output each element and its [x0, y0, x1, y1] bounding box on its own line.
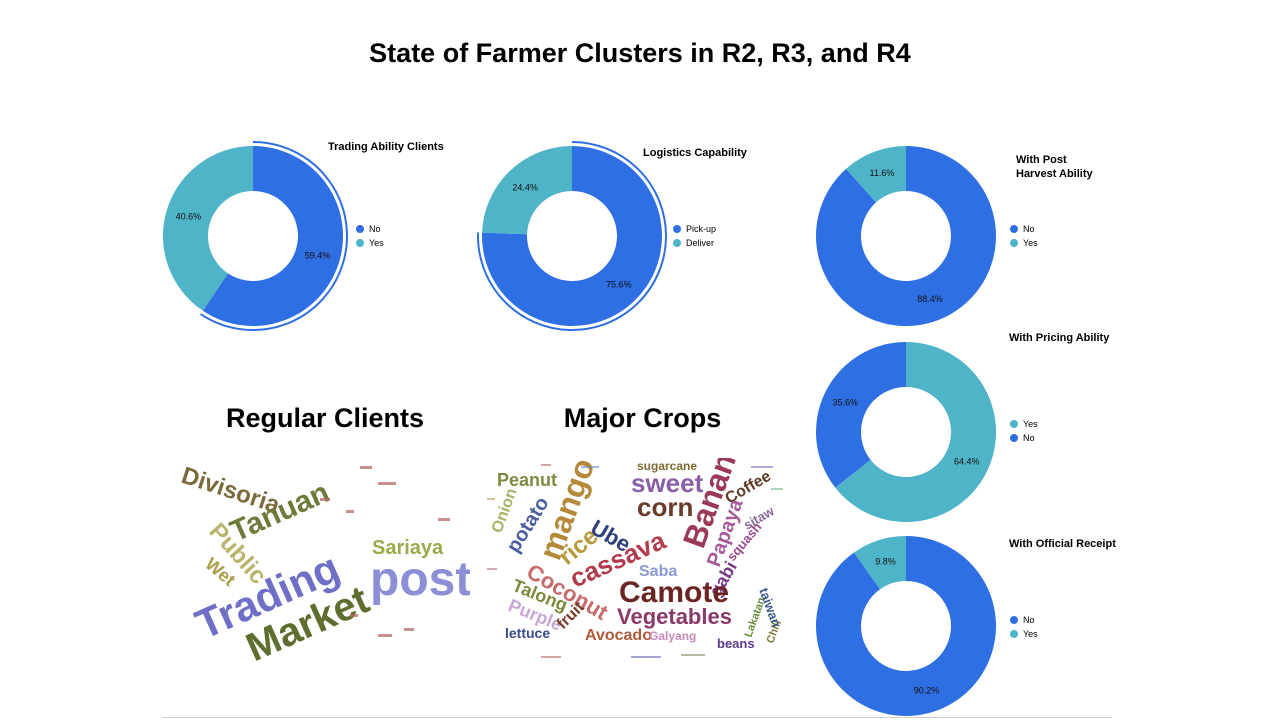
- slice-highlight-ring: [477, 141, 667, 331]
- legend-dot-blue: [673, 225, 681, 233]
- data-label: 9.8%: [875, 557, 896, 567]
- data-label: 24.4%: [512, 182, 538, 192]
- slice-deliver: [482, 146, 572, 235]
- word-saba: Saba: [639, 563, 677, 580]
- legend-label: Yes: [1023, 238, 1038, 248]
- legend-label: Deliver: [686, 238, 715, 248]
- legend-label: Yes: [1023, 629, 1038, 639]
- legend-label: Yes: [369, 238, 384, 248]
- legend-item-yes: Yes: [1010, 236, 1038, 250]
- slice-pick-up: [482, 146, 662, 326]
- word-galyang: Galyang: [649, 629, 696, 643]
- word-post: post: [370, 553, 470, 606]
- regular-clients-wordcloud: Divisoria Tanuan Public Sariaya Wet Trad…: [178, 462, 470, 670]
- donut-official-receipt: 90.2% 9.8%: [816, 536, 996, 716]
- legend-dot-blue: [1010, 434, 1018, 442]
- legend-post-harvest: No Yes: [1010, 222, 1038, 250]
- chart-title-trading-ability: Trading Ability Clients: [328, 141, 444, 153]
- word-peanut: Peanut: [497, 470, 557, 490]
- slice-yes: [163, 146, 253, 311]
- legend-item-yes: Yes: [1010, 627, 1038, 641]
- legend-label: Yes: [1023, 419, 1038, 429]
- legend-dot-teal: [1010, 420, 1018, 428]
- legend-label: No: [369, 224, 381, 234]
- page-title: State of Farmer Clusters in R2, R3, and …: [369, 38, 911, 68]
- slice-yes: [854, 536, 906, 590]
- major-crops-wordcloud: Peanut mango sweet corn Banana sugarcane…: [487, 458, 784, 658]
- legend-label: No: [1023, 615, 1035, 625]
- data-label: 35.6%: [833, 397, 859, 407]
- donut-pricing: 64.4% 35.6%: [816, 342, 996, 522]
- word-sweet: sweet: [631, 468, 704, 498]
- chart-title-official-receipt: With Official Receipt: [1009, 538, 1116, 550]
- slice-no: [816, 342, 906, 488]
- legend-item-yes: Yes: [356, 236, 384, 250]
- slice-yes: [835, 342, 996, 522]
- legend-dot-blue: [1010, 225, 1018, 233]
- legend-label: No: [1023, 433, 1035, 443]
- legend-dot-teal: [673, 239, 681, 247]
- word-vegetables: Vegetables: [617, 604, 732, 629]
- legend-item-no: No: [1010, 613, 1038, 627]
- word-sariaya: Sariaya: [372, 537, 444, 559]
- legend-item-deliver: Deliver: [673, 236, 716, 250]
- legend-dot-blue: [1010, 616, 1018, 624]
- word-sugarcane: sugarcane: [637, 459, 697, 473]
- data-label: 11.6%: [870, 168, 895, 178]
- word-beans: beans: [717, 636, 755, 651]
- legend-dot-teal: [1010, 239, 1018, 247]
- slice-yes: [846, 146, 906, 203]
- chart-title-post-harvest: With Post Harvest Ability: [1016, 154, 1093, 180]
- donut-trading-ability: 59.4% 40.6%: [163, 141, 348, 331]
- legend-dot-teal: [356, 239, 364, 247]
- legend-logistics: Pick-up Deliver: [673, 222, 716, 250]
- legend-pricing: Yes No: [1010, 417, 1038, 445]
- slice-no: [816, 146, 996, 326]
- slice-highlight-ring: [200, 141, 348, 331]
- slice-no: [202, 146, 343, 326]
- data-label: 64.4%: [954, 457, 980, 467]
- legend-item-no: No: [1010, 431, 1038, 445]
- legend-trading-ability: No Yes: [356, 222, 384, 250]
- word-lettuce: lettuce: [505, 625, 550, 641]
- donut-logistics: 75.6% 24.4%: [477, 141, 667, 331]
- chart-title-logistics: Logistics Capability: [643, 147, 747, 159]
- legend-label: Pick-up: [686, 224, 717, 234]
- word-avocado: Avocado: [585, 627, 652, 644]
- regular-clients-title: Regular Clients: [225, 403, 425, 433]
- legend-item-pickup: Pick-up: [673, 222, 716, 236]
- data-label: 88.4%: [917, 294, 943, 304]
- legend-dot-blue: [356, 225, 364, 233]
- legend-official-receipt: No Yes: [1010, 613, 1038, 641]
- slice-no: [816, 536, 996, 716]
- major-crops-title: Major Crops: [563, 403, 722, 433]
- data-label: 40.6%: [176, 211, 202, 221]
- legend-item-no: No: [1010, 222, 1038, 236]
- data-label: 75.6%: [606, 280, 632, 290]
- word-camote: Camote: [619, 576, 729, 609]
- donut-post-harvest: 88.4% 11.6%: [816, 146, 996, 326]
- legend-dot-teal: [1010, 630, 1018, 638]
- data-label: 90.2%: [914, 685, 940, 695]
- word-corn: corn: [637, 492, 693, 522]
- data-label: 59.4%: [305, 251, 331, 261]
- legend-item-yes: Yes: [1010, 417, 1038, 431]
- chart-title-pricing: With Pricing Ability: [1009, 332, 1110, 344]
- legend-item-no: No: [356, 222, 384, 236]
- bottom-divider: [162, 717, 1112, 718]
- legend-label: No: [1023, 224, 1035, 234]
